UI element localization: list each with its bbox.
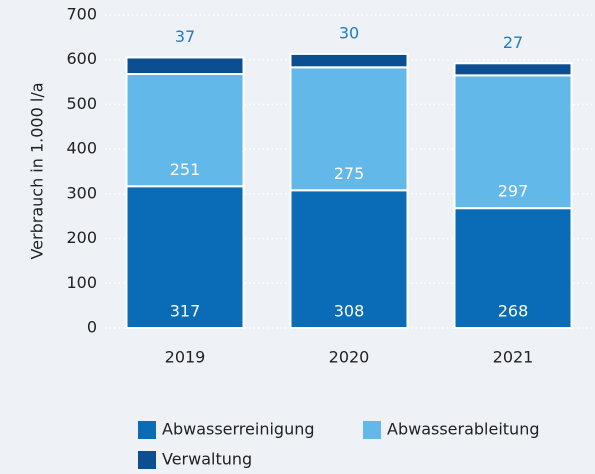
y-tick-label: 0 xyxy=(87,318,97,337)
legend-label: Verwaltung xyxy=(162,450,252,469)
legend-swatch xyxy=(138,421,156,439)
data-label: 275 xyxy=(334,164,365,183)
bar-segment xyxy=(125,56,245,76)
x-tick-label: 2021 xyxy=(493,348,534,367)
data-label: 268 xyxy=(498,302,529,321)
y-tick-label: 600 xyxy=(66,49,97,68)
y-tick-label: 300 xyxy=(66,183,97,202)
legend-swatch xyxy=(138,451,156,469)
data-label: 37 xyxy=(175,27,195,46)
legend-label: Abwasserableitung xyxy=(387,420,540,439)
legend-swatch xyxy=(363,421,381,439)
bar-segment xyxy=(453,207,573,329)
data-label: 297 xyxy=(498,182,529,201)
data-label: 30 xyxy=(339,23,359,42)
data-label: 251 xyxy=(170,160,201,179)
bar-segment xyxy=(125,185,245,329)
data-label: 317 xyxy=(170,302,201,321)
bar-segment xyxy=(289,189,409,329)
y-tick-label: 700 xyxy=(66,5,97,24)
y-tick-label: 400 xyxy=(66,139,97,158)
y-tick-label: 500 xyxy=(66,94,97,113)
bar-segment xyxy=(289,66,409,192)
data-label: 27 xyxy=(503,33,523,52)
bar-segment xyxy=(453,62,573,77)
y-axis-label: Verbrauch in 1.000 l/a xyxy=(28,82,47,259)
x-tick-label: 2019 xyxy=(165,348,206,367)
y-tick-label: 100 xyxy=(66,273,97,292)
data-label: 308 xyxy=(334,302,365,321)
x-tick-label: 2020 xyxy=(329,348,370,367)
bar-segment xyxy=(453,74,573,210)
bar-segment xyxy=(289,52,409,69)
legend-label: Abwasserreinigung xyxy=(162,420,315,439)
y-tick-label: 200 xyxy=(66,228,97,247)
